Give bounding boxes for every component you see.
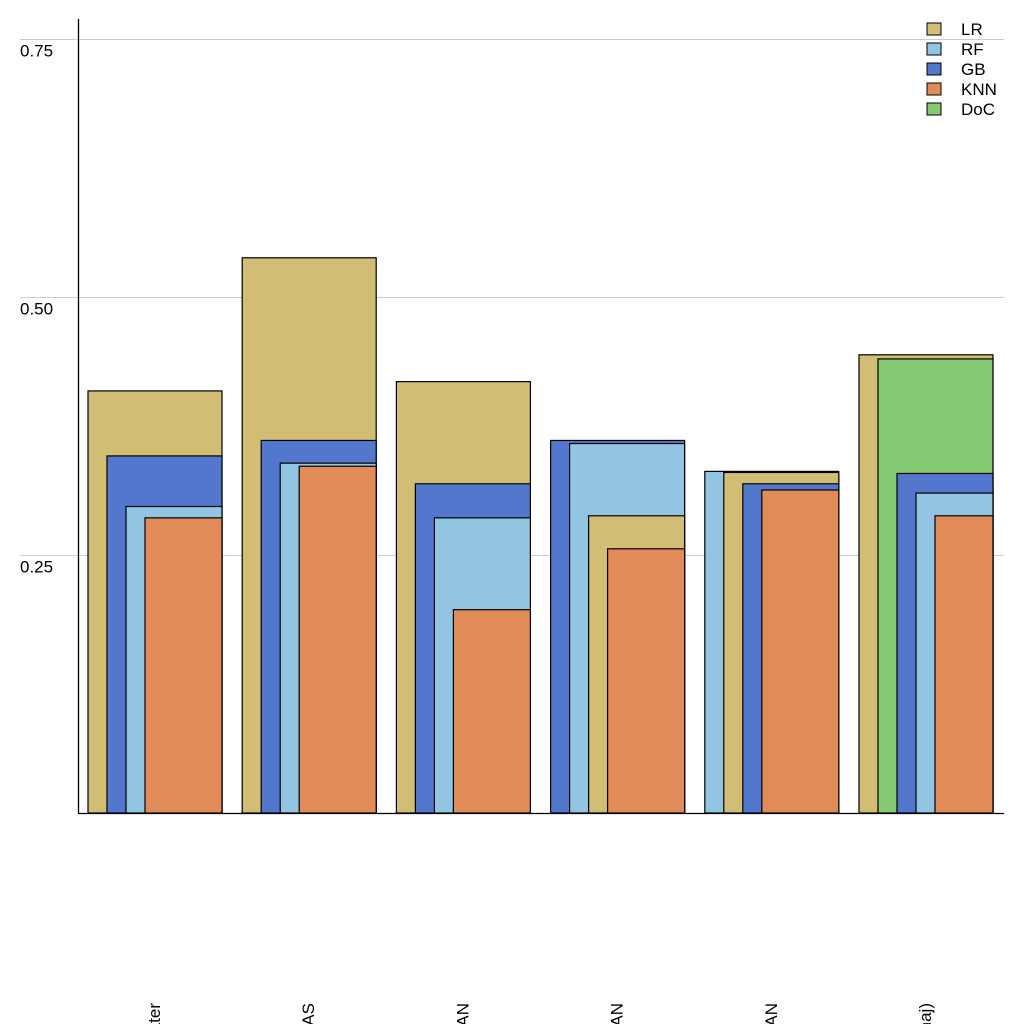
bars: [87, 257, 994, 814]
legend-item-GB: GB: [926, 60, 986, 79]
x-tick-label: GAN: [453, 1003, 472, 1024]
bar-KNN-CTGAN: [606, 548, 686, 814]
bar-KNN-ProWRAS: [298, 465, 377, 814]
bar-KNN-Repeater: [144, 517, 223, 814]
legend-label: DoC: [961, 100, 995, 119]
legend-label: GB: [961, 60, 986, 79]
bar-group-ProWRAS: [241, 257, 377, 814]
x-tick-label: CTAB-GAN: [762, 1003, 781, 1024]
legend-label: KNN: [961, 80, 997, 99]
x-tick-label: ProWRAS: [299, 1003, 318, 1024]
x-tick-label: ConvGeN(min,maj): [916, 1003, 935, 1024]
y-tick-label: 0.75: [20, 42, 53, 61]
legend-item-RF: RF: [926, 40, 984, 59]
bar-group-CTAB-GAN: [704, 470, 840, 814]
bar-KNN-GAN: [452, 609, 531, 814]
y-tick-label: 0.25: [20, 558, 53, 577]
x-category-labels: Repeater ProWRAS GAN CTGAN CTAB-GAN ConvGeN(m…: [145, 1003, 935, 1024]
legend-swatch: [926, 22, 942, 36]
bar-group-CTGAN: [549, 439, 686, 814]
bar-KNN-CTAB-GAN: [761, 489, 840, 814]
x-tick-label: Repeater: [145, 1003, 164, 1024]
y-tick-label: 0.50: [20, 300, 53, 319]
legend-swatch: [926, 42, 942, 56]
legend-swatch: [926, 82, 942, 96]
legend-swatch: [926, 62, 942, 76]
axes: [77, 19, 1004, 815]
legend-label: LR: [961, 20, 983, 39]
legend-swatch: [926, 102, 942, 116]
bar-group-Repeater: [87, 390, 223, 814]
y-tick-labels: 0.25 0.50 0.75: [20, 42, 53, 577]
bar-KNN-ConvGeN(min,maj): [934, 515, 994, 814]
bar-group-GAN: [395, 381, 531, 814]
legend-item-LR: LR: [926, 20, 983, 39]
legend-item-DoC: DoC: [926, 100, 995, 119]
legend-label: RF: [961, 40, 984, 59]
legend-item-KNN: KNN: [926, 80, 997, 99]
x-tick-label: CTGAN: [608, 1003, 627, 1024]
bar-group-ConvGeN(min,maj): [858, 354, 994, 814]
